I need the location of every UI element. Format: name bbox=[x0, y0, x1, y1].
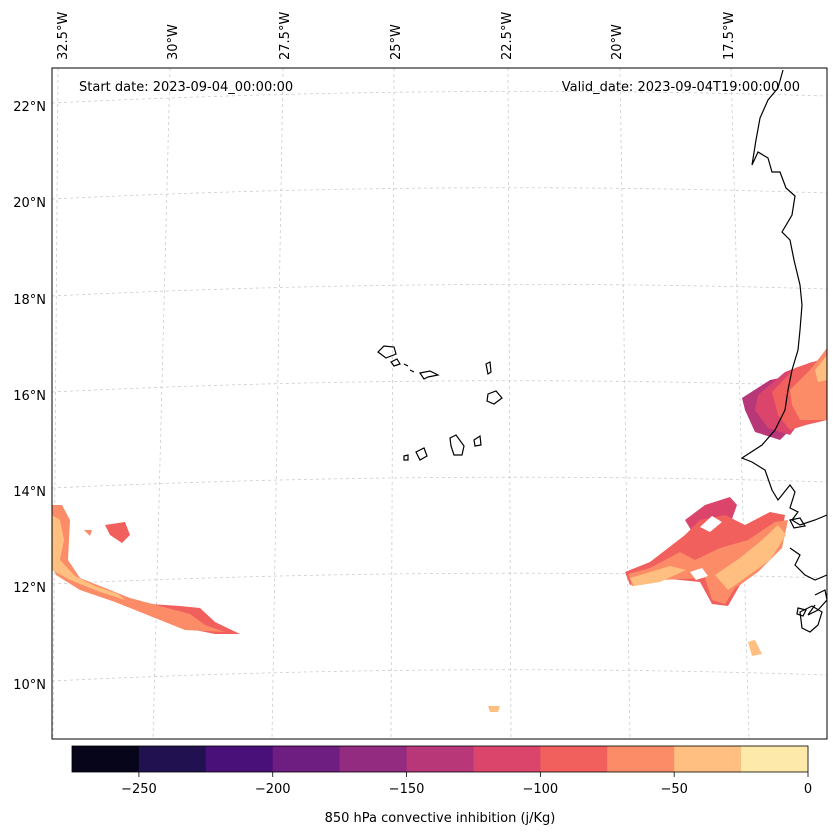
latitude-labels: 22°N 20°N 18°N 16°N 14°N 12°N 10°N bbox=[13, 100, 46, 693]
lon-label: 25°W bbox=[389, 24, 404, 60]
colorbar-swatch bbox=[205, 746, 274, 772]
colorbar-swatch bbox=[72, 746, 140, 772]
island bbox=[486, 390, 503, 405]
colorbar-swatch bbox=[138, 746, 207, 772]
colorbar-tick-label: −250 bbox=[121, 782, 157, 797]
island bbox=[449, 434, 465, 456]
cin-region bbox=[105, 522, 130, 543]
lat-label: 22°N bbox=[13, 100, 46, 115]
map-frame bbox=[51, 67, 828, 740]
cin-region bbox=[790, 348, 827, 420]
lat-label: 10°N bbox=[13, 678, 46, 693]
cape-verde-islands bbox=[377, 345, 503, 461]
island bbox=[415, 447, 428, 461]
coastlines bbox=[740, 69, 827, 633]
colorbar-ticks bbox=[138, 772, 809, 777]
cin-region bbox=[815, 355, 827, 382]
colorbar-swatch bbox=[272, 746, 341, 772]
graticule bbox=[52, 68, 827, 739]
cin-region bbox=[84, 530, 92, 536]
lon-label: 20°W bbox=[610, 24, 625, 60]
colorbar-tick-label: −200 bbox=[255, 782, 291, 797]
island bbox=[403, 363, 409, 367]
island-coastline bbox=[789, 517, 806, 529]
africa-coastline bbox=[740, 69, 827, 526]
start-date-label: Start date: 2023-09-04_00:00:00 bbox=[79, 80, 293, 95]
colorbar: −250 −200 −150 −100 −50 0 850 hPa convec… bbox=[71, 745, 812, 826]
cin-region bbox=[715, 525, 786, 590]
africa-coastline bbox=[789, 547, 827, 581]
cin-region bbox=[630, 566, 686, 586]
colorbar-swatch bbox=[339, 746, 408, 772]
cin-region bbox=[52, 505, 225, 632]
cin-region bbox=[690, 568, 708, 580]
longitude-labels: 32.5°W 30°W 27.5°W 25°W 22.5°W 20°W 17.5… bbox=[56, 12, 737, 60]
island bbox=[390, 358, 401, 367]
colorbar-swatch bbox=[540, 746, 608, 772]
map-panel: Start date: 2023-09-04_00:00:00 Valid_da… bbox=[51, 67, 828, 740]
colorbar-swatch bbox=[674, 746, 742, 772]
lat-label: 14°N bbox=[13, 485, 46, 500]
island-coastline bbox=[796, 607, 807, 617]
colorbar-swatch bbox=[406, 746, 474, 772]
island bbox=[377, 345, 397, 359]
island-coastline bbox=[799, 605, 823, 633]
island bbox=[403, 454, 409, 461]
lat-label: 20°N bbox=[13, 196, 46, 211]
lon-label: 30°W bbox=[166, 24, 181, 60]
colorbar-swatch bbox=[473, 746, 541, 772]
lat-label: 12°N bbox=[13, 581, 46, 596]
africa-coastline bbox=[807, 589, 827, 616]
valid-date-label: Valid_date: 2023-09-04T19:00:00.00 bbox=[562, 80, 800, 95]
colorbar-tick-label: 0 bbox=[804, 782, 812, 797]
colorbar-tick-labels: −250 −200 −150 −100 −50 0 bbox=[121, 782, 812, 797]
colorbar-tick-label: −150 bbox=[389, 782, 425, 797]
lat-label: 18°N bbox=[13, 293, 46, 308]
cin-region bbox=[628, 520, 788, 604]
colorbar-swatches bbox=[72, 746, 809, 772]
island bbox=[485, 361, 492, 375]
cin-region bbox=[700, 516, 722, 532]
colorbar-swatch bbox=[741, 746, 809, 772]
cin-region bbox=[52, 560, 240, 634]
lon-label: 22.5°W bbox=[500, 12, 515, 60]
cin-contours bbox=[52, 348, 827, 712]
colorbar-tick-label: −100 bbox=[523, 782, 559, 797]
colorbar-tick-label: −50 bbox=[660, 782, 687, 797]
cin-region bbox=[748, 640, 762, 656]
colorbar-label: 850 hPa convective inhibition (j/Kg) bbox=[325, 811, 556, 826]
island bbox=[419, 370, 440, 380]
colorbar-frame bbox=[71, 745, 809, 773]
lat-label: 16°N bbox=[13, 389, 46, 404]
island bbox=[409, 369, 415, 373]
map-background bbox=[52, 68, 827, 739]
island bbox=[473, 434, 482, 447]
lon-label: 17.5°W bbox=[722, 12, 737, 60]
cin-region bbox=[52, 515, 125, 600]
lon-label: 27.5°W bbox=[278, 12, 293, 60]
colorbar-swatch bbox=[607, 746, 675, 772]
cin-region bbox=[488, 706, 500, 712]
lon-label: 32.5°W bbox=[56, 12, 71, 60]
